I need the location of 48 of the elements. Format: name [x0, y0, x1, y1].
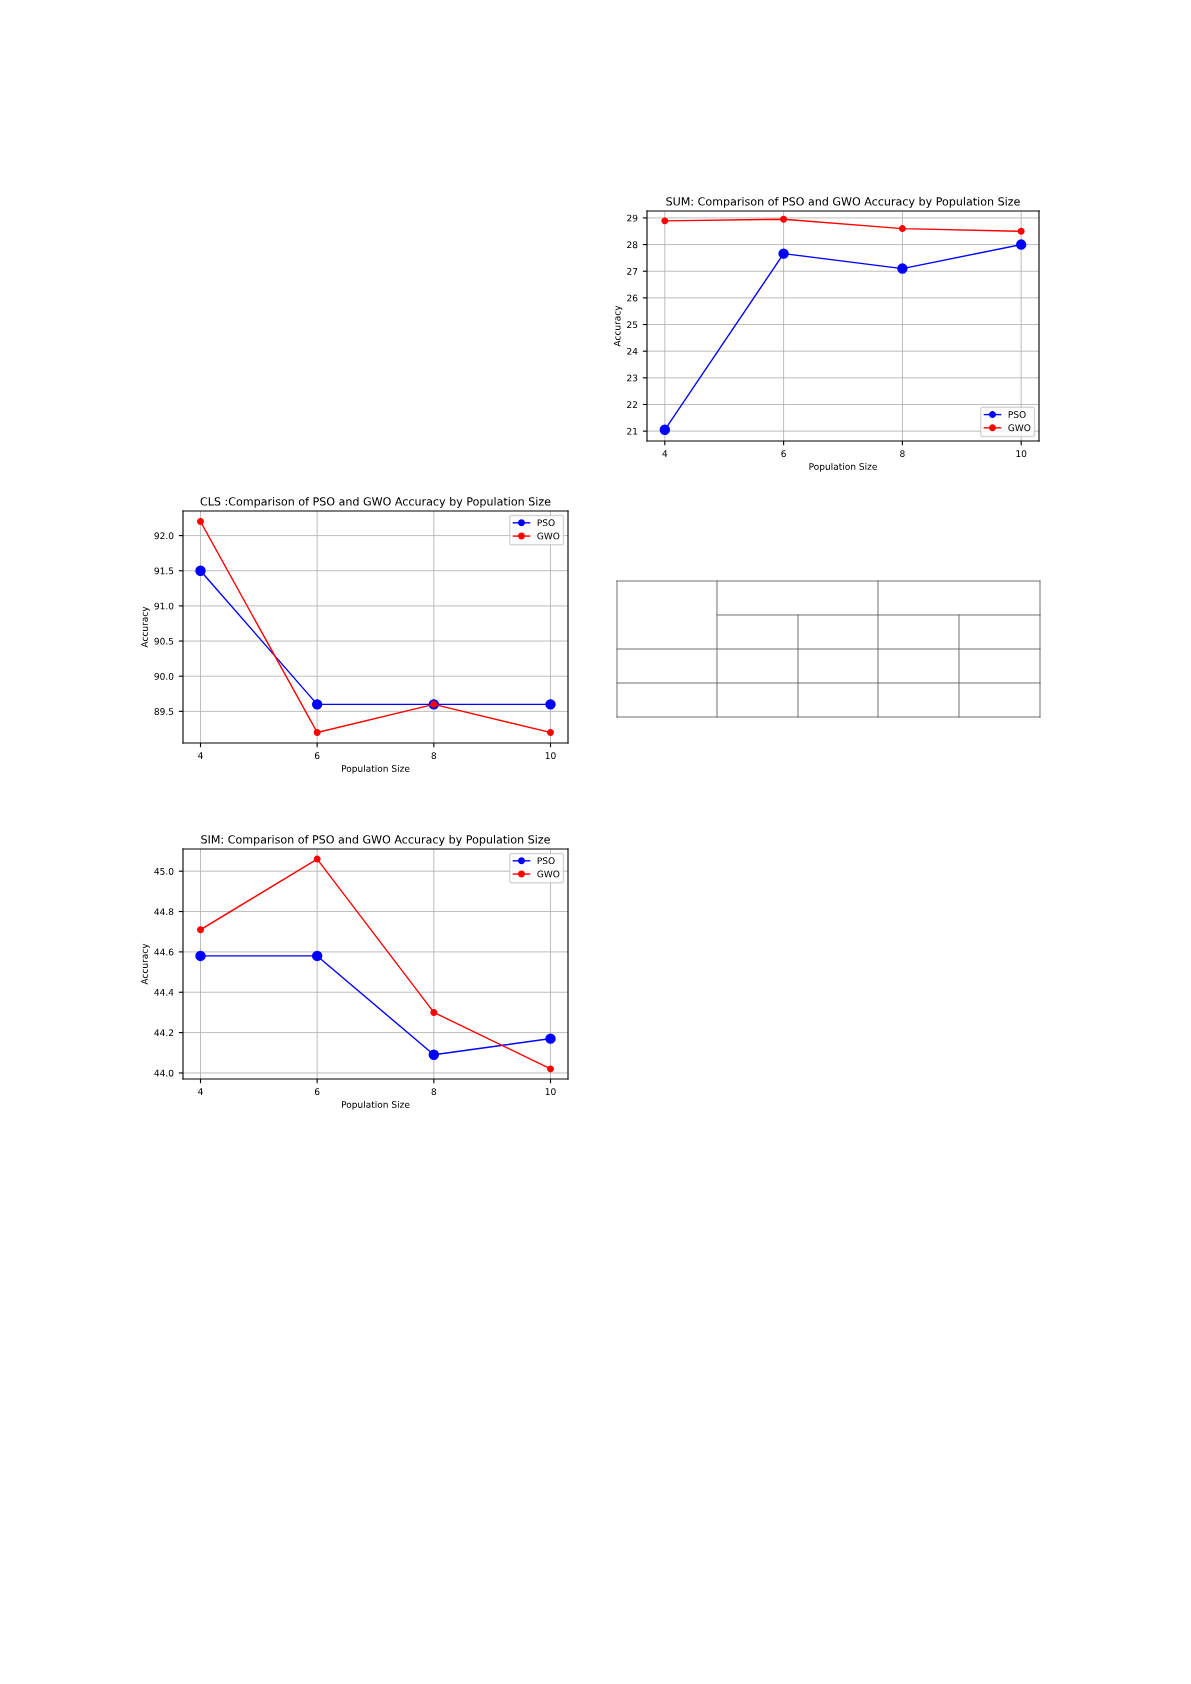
x-tick-label: 4 — [198, 752, 203, 759]
x-tick-label: 8 — [431, 752, 437, 760]
legend-label: GWO — [537, 870, 560, 878]
y-tick-label: 44.4 — [154, 989, 174, 996]
legend-label: PSO — [537, 857, 555, 865]
chart-title: SUM: Comparison of PSO and GWO Accuracy by Population Size — [666, 197, 1020, 208]
legend-label: GWO — [537, 532, 560, 540]
y-tick-label: 27 — [627, 267, 638, 275]
legend-label: PSO — [1008, 411, 1026, 418]
y-axis-title: Accuracy — [141, 606, 150, 648]
y-tick-label: 90.5 — [154, 637, 174, 645]
y-tick-label: 26 — [627, 294, 638, 302]
x-tick-label: 6 — [314, 752, 320, 760]
x-tick-label: 4 — [198, 1088, 203, 1095]
y-tick-label: 44.8 — [154, 908, 174, 916]
x-tick-label: 10 — [545, 1088, 556, 1096]
y-axis-title: Accuracy — [613, 305, 623, 347]
legend-label: GWO — [1008, 424, 1031, 432]
y-tick-label: 25 — [627, 321, 638, 329]
x-tick-label: 4 — [662, 450, 668, 457]
y-tick-label: 91.0 — [154, 602, 174, 610]
x-axis-title: Population Size — [341, 764, 410, 774]
chart-title: SIM: Comparison of PSO and GWO Accuracy by Population Size — [201, 835, 550, 846]
chart-title: CLS :Comparison of PSO and GWO Accuracy by Population Size — [200, 497, 551, 508]
legend-label: PSO — [537, 519, 555, 527]
y-tick-label: 28 — [627, 241, 638, 249]
y-tick-label: 44.0 — [154, 1069, 174, 1077]
y-tick-label: 23 — [627, 374, 638, 382]
x-tick-label: 8 — [431, 1088, 437, 1096]
y-tick-label: 92.0 — [154, 532, 174, 540]
x-tick-label: 8 — [900, 450, 905, 458]
y-tick-label: 44.2 — [154, 1029, 174, 1037]
y-axis-title: Accuracy — [141, 943, 150, 985]
y-tick-label: 29 — [627, 214, 638, 222]
y-tick-label: 24 — [627, 347, 638, 355]
y-tick-label: 90.0 — [154, 672, 174, 680]
x-tick-label: 6 — [314, 1088, 320, 1096]
y-tick-label: 44.6 — [154, 948, 174, 956]
x-tick-label: 10 — [545, 752, 556, 760]
y-tick-label: 45.0 — [154, 867, 174, 875]
y-tick-label: 91.5 — [154, 567, 174, 575]
y-tick-label: 22 — [627, 401, 638, 408]
y-tick-label: 21 — [627, 427, 638, 435]
y-tick-label: 89.5 — [154, 708, 174, 715]
x-axis-title: Population Size — [341, 1100, 410, 1110]
x-tick-label: 10 — [1016, 450, 1027, 458]
x-tick-label: 6 — [781, 450, 786, 458]
x-axis-title: Population Size — [809, 462, 877, 472]
